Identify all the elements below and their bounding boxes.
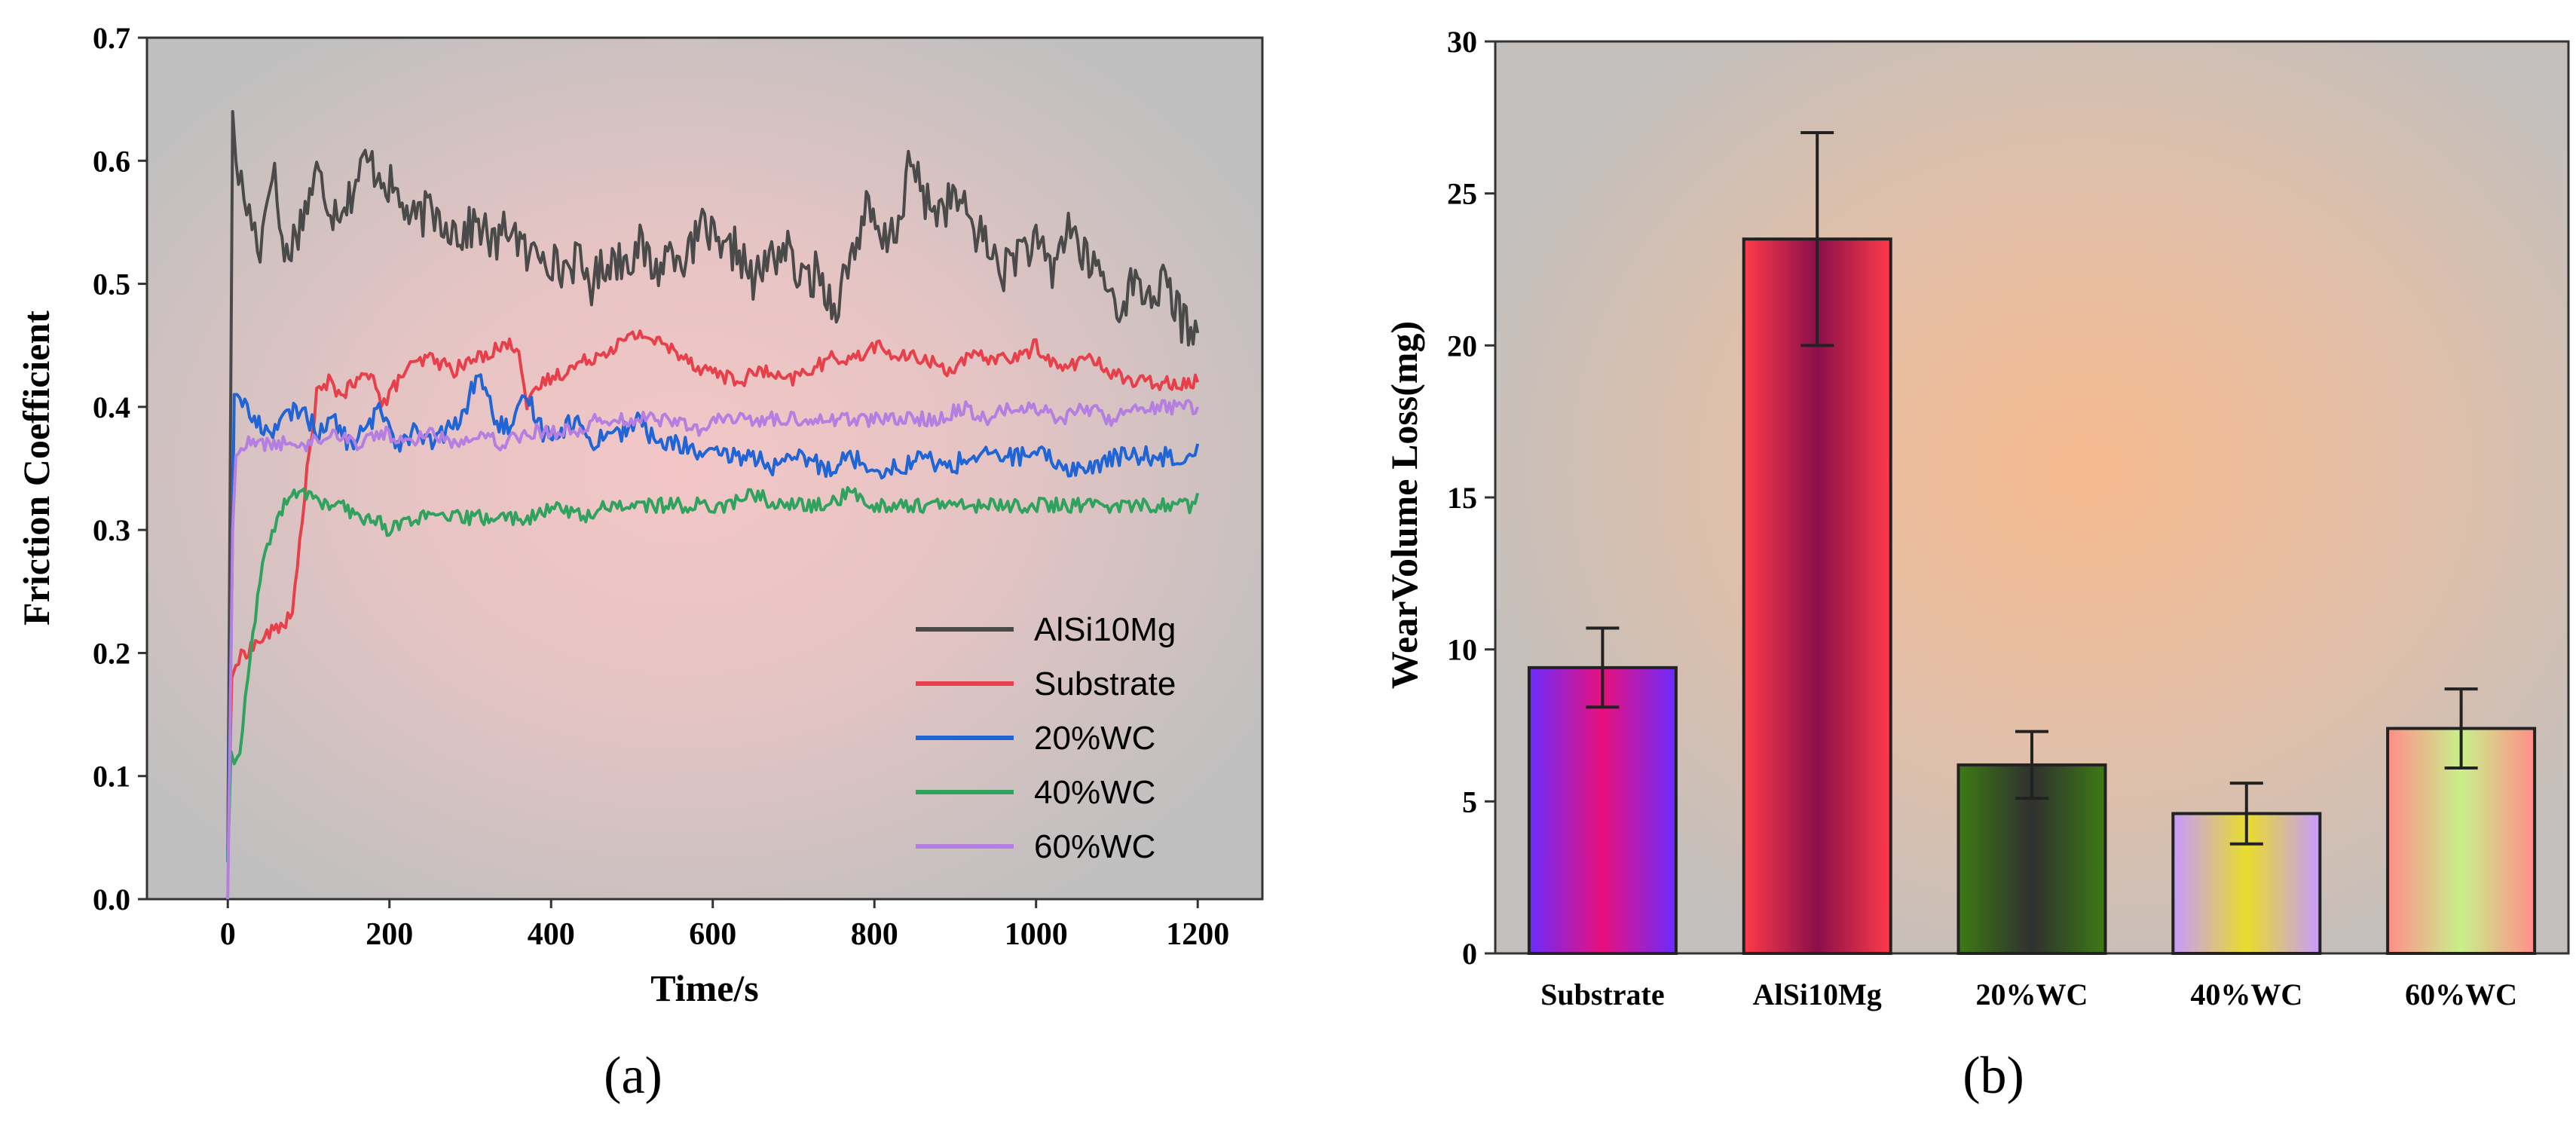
- friction-y-tick-label: 0.4: [93, 390, 130, 424]
- friction-y-tick-label: 0.0: [93, 883, 130, 916]
- legend-label: 60%WC: [1034, 828, 1155, 865]
- wear-category-label: AlSi10Mg: [1753, 978, 1882, 1011]
- legend-label: AlSi10Mg: [1034, 611, 1176, 648]
- friction-x-tick-label: 800: [851, 917, 898, 952]
- wear-y-tick-label: 20: [1447, 329, 1477, 363]
- friction-y-axis-title: Friction Coefficient: [15, 311, 57, 626]
- wear-category-label: 40%WC: [2190, 978, 2302, 1011]
- wear-category-label: Substrate: [1540, 978, 1664, 1011]
- legend-label: Substrate: [1034, 665, 1176, 702]
- friction-x-tick-label: 400: [528, 917, 575, 952]
- friction-y-tick-label: 0.3: [93, 513, 130, 547]
- wear-y-tick-label: 30: [1447, 25, 1477, 59]
- friction-x-tick-label: 1200: [1166, 917, 1229, 952]
- wear-category-label: 60%WC: [2405, 978, 2517, 1011]
- friction-y-tick-label: 0.1: [93, 760, 130, 794]
- panel-label-b: (b): [1963, 1047, 2024, 1105]
- friction-y-tick-label: 0.5: [93, 268, 130, 301]
- friction-y-tick-label: 0.2: [93, 636, 130, 670]
- wear-category-label: 20%WC: [1976, 978, 2088, 1011]
- bar-alsi10mg: [1742, 237, 1892, 955]
- wear-y-tick-label: 0: [1462, 937, 1477, 971]
- bar-substrate: [1527, 665, 1678, 955]
- friction-y-tick-label: 0.7: [93, 21, 130, 55]
- wear-y-tick-label: 5: [1462, 785, 1477, 818]
- panel-label-a: (a): [604, 1047, 662, 1105]
- friction-x-tick-label: 200: [366, 917, 413, 952]
- friction-chart: 0.0 0.1 0.2 0.3 0.4 0.5 0.6 0.7 0 200 400 600 800 10…: [15, 21, 1264, 1105]
- legend-label: 40%WC: [1034, 774, 1155, 811]
- wear-y-axis-title: WearVolume Loss(mg): [1383, 321, 1425, 689]
- friction-x-tick-label: 0: [220, 917, 236, 952]
- series-line-20pct-wc: [226, 373, 1200, 863]
- series-line-substrate: [226, 329, 1200, 850]
- series-line-60pct-wc: [226, 399, 1200, 900]
- friction-legend: AlSi10Mg Substrate 20%WC 40%WC 60%WC: [916, 611, 1176, 865]
- series-line-alsi10mg: [226, 110, 1200, 863]
- wear-chart: 0 5 10 15 20 25 30 Substrate AlSi10Mg 20%WC 40%WC…: [1383, 25, 2570, 1105]
- wear-y-tick-label: 25: [1447, 177, 1477, 211]
- wear-y-tick-label: 10: [1447, 633, 1477, 667]
- wear-y-tick-label: 15: [1447, 481, 1477, 515]
- legend-label: 20%WC: [1034, 720, 1155, 757]
- friction-x-axis-title: Time/s: [650, 967, 759, 1009]
- series-line-40pct-wc: [226, 485, 1200, 863]
- friction-x-tick-label: 1000: [1005, 917, 1068, 952]
- friction-x-tick-label: 600: [689, 917, 736, 952]
- friction-y-tick-label: 0.6: [93, 144, 130, 178]
